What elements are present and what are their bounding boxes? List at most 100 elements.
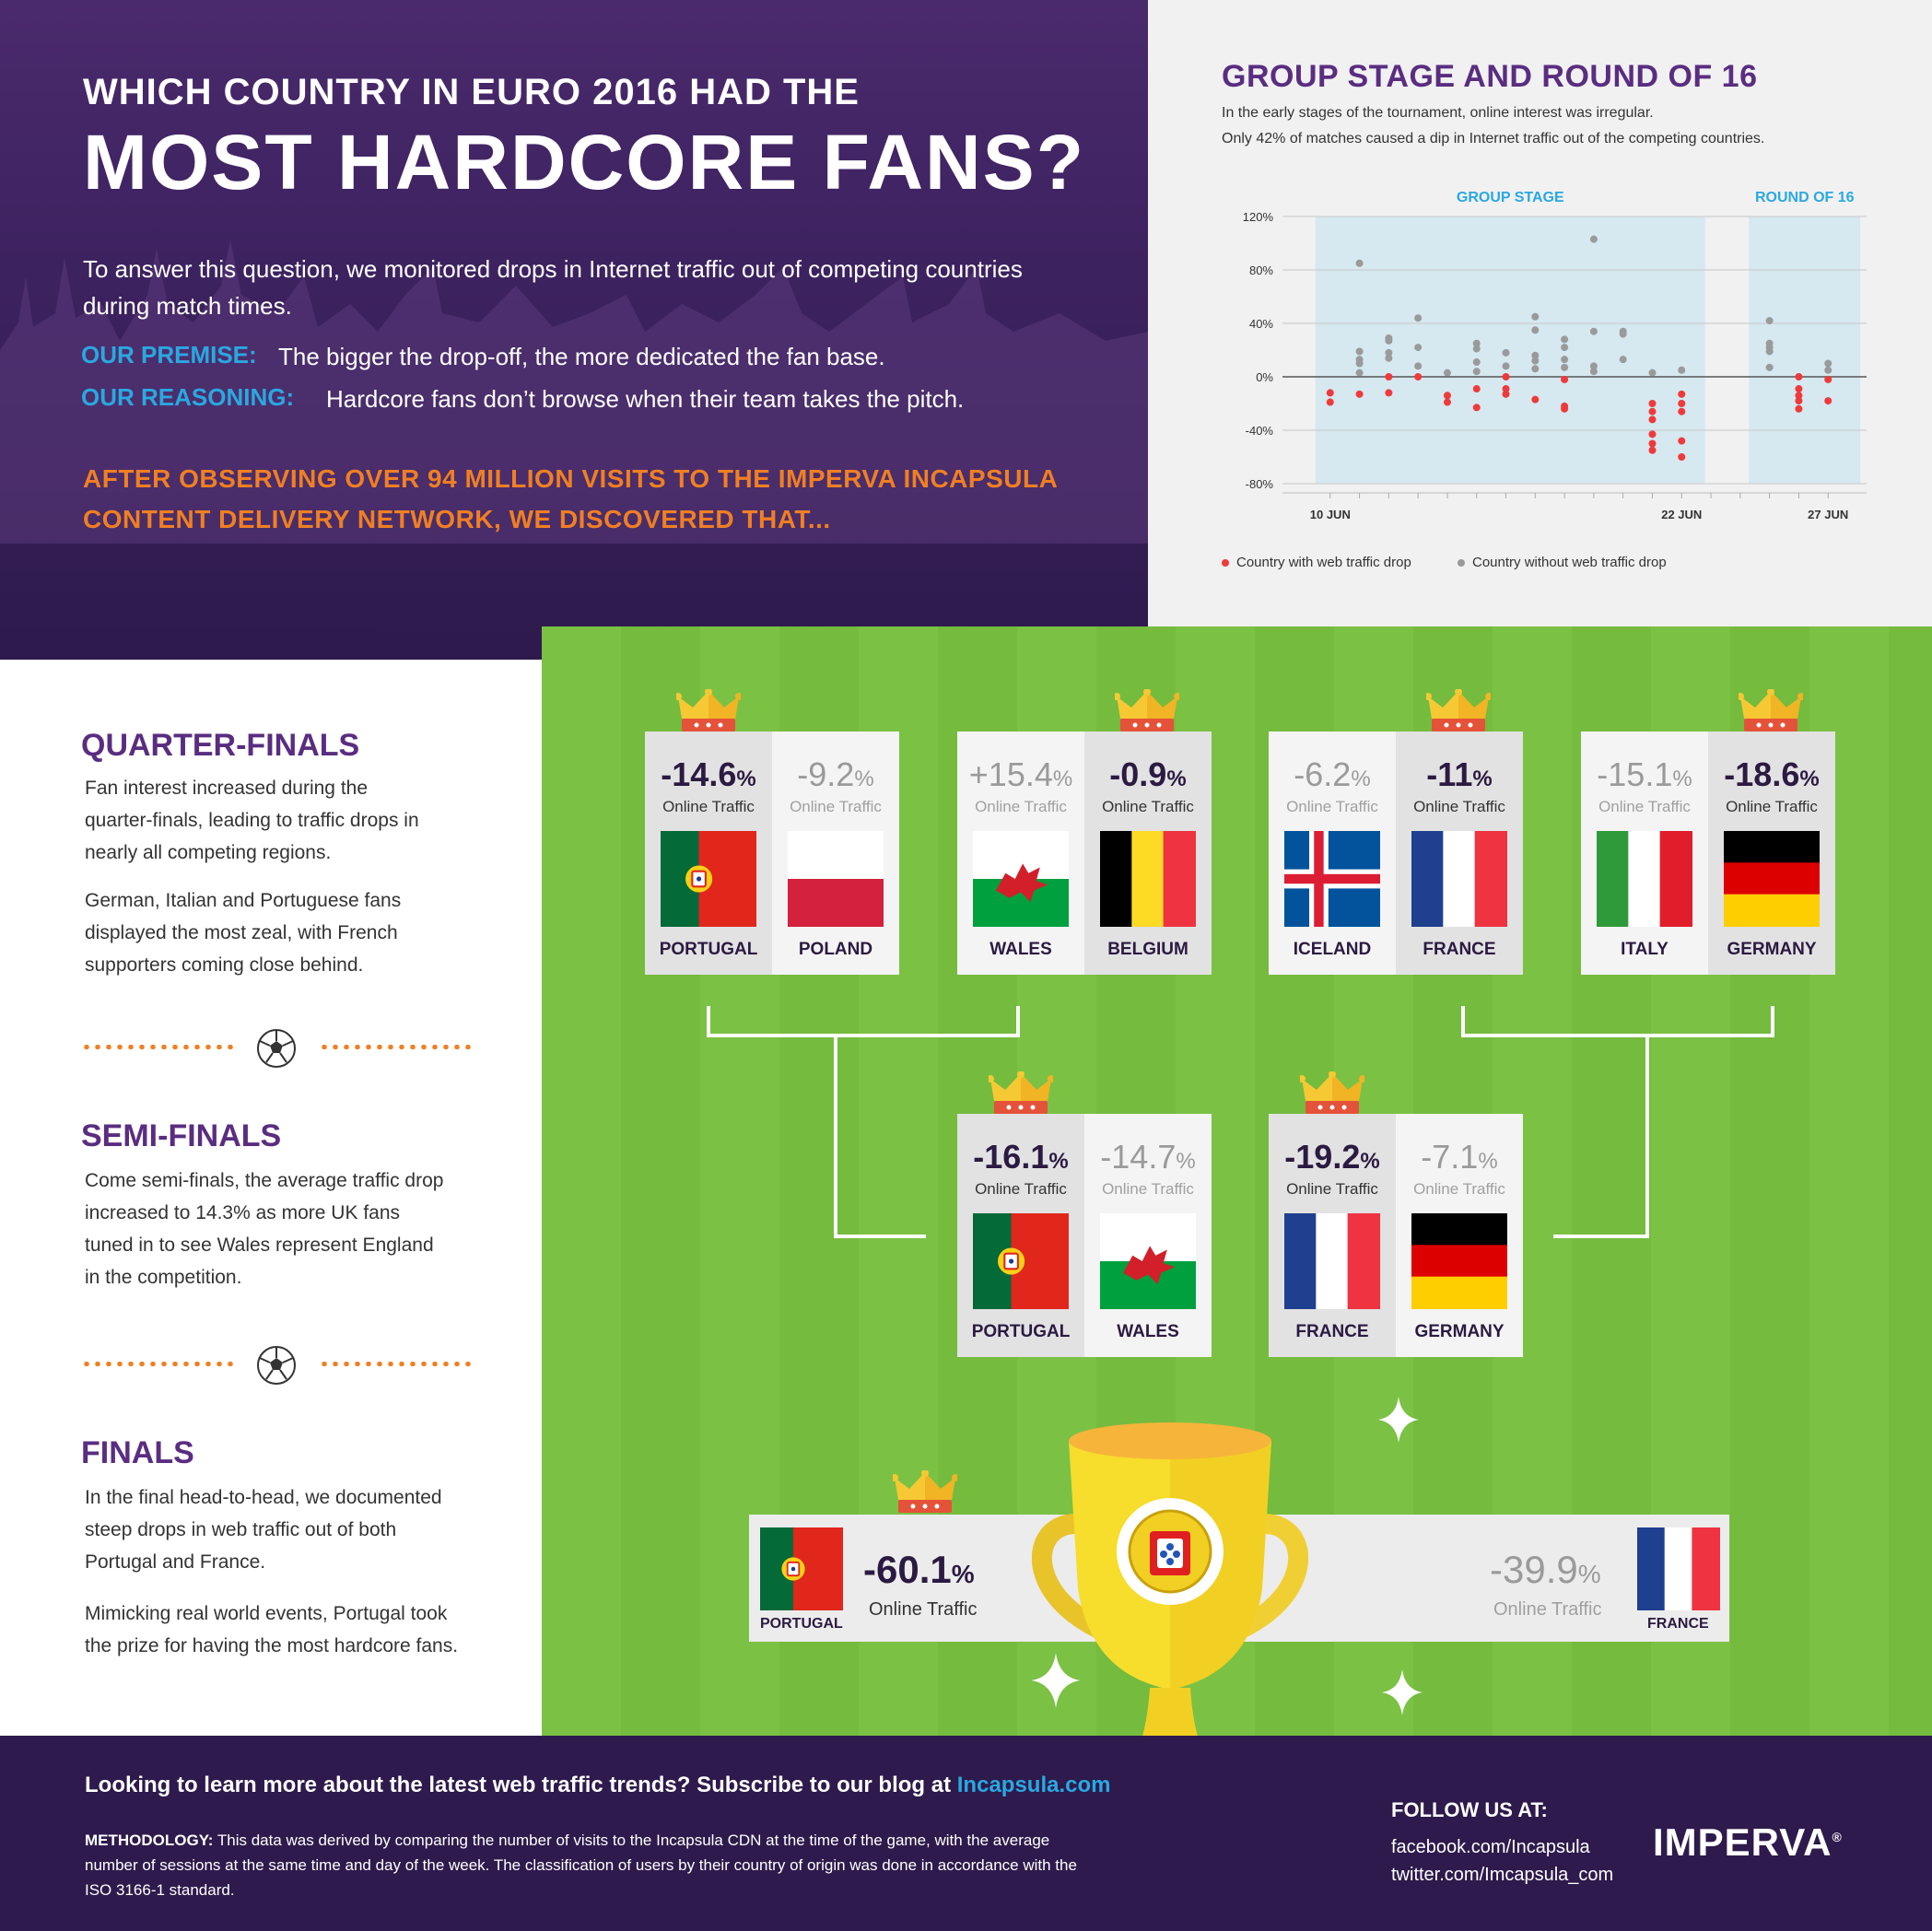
semi-finals-heading: SEMI-FINALS bbox=[81, 1118, 282, 1153]
percent-sign: % bbox=[854, 767, 874, 791]
chart-region-label: GROUP STAGE bbox=[1457, 190, 1564, 205]
traffic-value: -16.1% bbox=[957, 1138, 1084, 1176]
data-point-drop bbox=[1443, 398, 1451, 406]
percent-sign: % bbox=[1577, 1560, 1601, 1588]
percent-sign: % bbox=[1472, 767, 1493, 791]
data-point-no-drop bbox=[1589, 327, 1598, 335]
percent-sign: % bbox=[1176, 1149, 1196, 1174]
legend-no-drop-label: Country without web traffic drop bbox=[1472, 555, 1667, 570]
soccer-ball-icon bbox=[257, 1029, 296, 1068]
title-main: MOST HARDCORE FANS? bbox=[83, 119, 1085, 205]
data-point-no-drop bbox=[1765, 347, 1774, 356]
traffic-number: -7.1 bbox=[1421, 1138, 1479, 1176]
data-point-no-drop bbox=[1824, 359, 1832, 368]
divider-dots bbox=[319, 1045, 475, 1049]
logo-text: IMPERVA bbox=[1653, 1820, 1832, 1864]
data-point-no-drop bbox=[1414, 344, 1423, 352]
team-card-wales: -14.7% Online Traffic WALES bbox=[1084, 1114, 1212, 1357]
data-point-no-drop bbox=[1531, 365, 1540, 373]
qf-match-2: +15.4% Online Traffic WALES -0.9% Online… bbox=[957, 731, 1212, 975]
final-team-b-name: FRANCE bbox=[1647, 1616, 1709, 1632]
data-point-drop bbox=[1472, 404, 1481, 412]
premise-text: The bigger the drop-off, the more dedica… bbox=[278, 343, 885, 370]
data-point-no-drop bbox=[1561, 344, 1569, 352]
traffic-number: -15.1 bbox=[1597, 755, 1673, 793]
banner-notch bbox=[0, 626, 378, 660]
online-traffic-label: Online Traffic bbox=[1598, 798, 1691, 815]
team-card-germany: -18.6% Online Traffic GERMANY bbox=[1708, 731, 1835, 975]
team-name: GERMANY bbox=[1727, 940, 1817, 959]
data-point-drop bbox=[1795, 397, 1803, 405]
legend-no-drop: Country without web traffic drop bbox=[1458, 555, 1667, 570]
data-point-no-drop bbox=[1561, 335, 1569, 344]
percent-sign: % bbox=[1799, 767, 1820, 791]
quarter-finals-text-2: German, Italian and Portuguese fans disp… bbox=[85, 884, 490, 981]
data-point-drop bbox=[1648, 430, 1657, 439]
online-traffic-label: Online Traffic bbox=[1493, 1599, 1602, 1620]
data-point-no-drop bbox=[1472, 345, 1481, 353]
traffic-number: -9.2 bbox=[797, 755, 855, 793]
data-point-no-drop bbox=[1589, 235, 1598, 243]
percent-sign: % bbox=[951, 1560, 975, 1588]
france-flag-icon bbox=[1284, 1213, 1380, 1309]
data-point-no-drop bbox=[1355, 369, 1364, 377]
traffic-number: -0.9 bbox=[1109, 755, 1167, 793]
data-point-no-drop bbox=[1531, 351, 1540, 359]
traffic-value: -19.2% bbox=[1269, 1138, 1396, 1176]
france-flag-icon bbox=[1637, 1527, 1720, 1610]
online-traffic-label: Online Traffic bbox=[1102, 1180, 1194, 1198]
twitter-link[interactable]: twitter.com/Imcapsula_com bbox=[1391, 1865, 1614, 1885]
online-traffic-label: Online Traffic bbox=[975, 1180, 1067, 1198]
quarter-finals-heading: QUARTER-FINALS bbox=[81, 728, 360, 763]
traffic-number: -6.2 bbox=[1294, 755, 1352, 793]
online-traffic-label: Online Traffic bbox=[1102, 798, 1194, 815]
soccer-ball-icon bbox=[257, 1346, 296, 1385]
conclusion-line-1: AFTER OBSERVING OVER 94 MILLION VISITS T… bbox=[83, 464, 1059, 493]
data-point-no-drop bbox=[1648, 369, 1657, 377]
team-name: FRANCE bbox=[1423, 940, 1496, 959]
group-stage-chart-panel: GROUP STAGE AND ROUND OF 16 In the early… bbox=[1148, 0, 1932, 626]
traffic-value: -9.2% bbox=[772, 755, 899, 794]
data-point-drop bbox=[1824, 375, 1832, 383]
sparkle-icon bbox=[1378, 1397, 1419, 1443]
incapsula-link[interactable]: Incapsula.com bbox=[956, 1773, 1111, 1797]
team-card-belgium: -0.9% Online Traffic BELGIUM bbox=[1084, 731, 1212, 975]
methodology-note: METHODOLOGY: This data was derived by co… bbox=[85, 1828, 1080, 1902]
data-point-no-drop bbox=[1502, 362, 1510, 370]
italy-flag-icon bbox=[1597, 831, 1692, 927]
legend-drop: Country with web traffic drop bbox=[1222, 555, 1411, 570]
traffic-value: -14.6% bbox=[645, 755, 772, 794]
facebook-link[interactable]: facebook.com/Incapsula bbox=[1391, 1837, 1590, 1857]
legend-drop-marker bbox=[1222, 558, 1229, 567]
crown-icon bbox=[987, 1071, 1055, 1122]
bracket-line bbox=[707, 1006, 1020, 1037]
data-point-drop bbox=[1502, 390, 1510, 398]
text-line: quarter-finals, leading to traffic drops… bbox=[85, 810, 419, 831]
quarter-finals-text-1: Fan interest increased during the quarte… bbox=[85, 772, 490, 869]
team-card-portugal: -16.1% Online Traffic PORTUGAL bbox=[957, 1114, 1084, 1357]
chart-y-tick-label: -80% bbox=[1246, 477, 1274, 491]
legend-drop-label: Country with web traffic drop bbox=[1236, 555, 1411, 570]
crowd-silhouette-image bbox=[0, 240, 1148, 544]
iceland-flag-icon bbox=[1284, 831, 1380, 927]
team-name: WALES bbox=[989, 940, 1052, 959]
crown-icon bbox=[891, 1469, 959, 1521]
team-name: WALES bbox=[1117, 1322, 1179, 1341]
qf-match-3: -6.2% Online Traffic ICELAND -11% Online… bbox=[1269, 731, 1523, 975]
team-card-poland: -9.2% Online Traffic POLAND bbox=[772, 731, 899, 975]
crown-icon bbox=[1113, 688, 1181, 740]
text-line: Come semi-finals, the average traffic dr… bbox=[85, 1170, 444, 1191]
chart-x-tick-label: 10 JUN bbox=[1310, 508, 1351, 521]
traffic-value: -0.9% bbox=[1084, 755, 1212, 794]
chart-region-band bbox=[1315, 217, 1705, 484]
section-divider bbox=[81, 1028, 477, 1068]
data-point-no-drop bbox=[1355, 347, 1364, 356]
chart-title: GROUP STAGE AND ROUND OF 16 bbox=[1222, 59, 1758, 94]
team-card-germany: -7.1% Online Traffic GERMANY bbox=[1396, 1114, 1523, 1357]
data-point-no-drop bbox=[1531, 326, 1540, 334]
data-point-drop bbox=[1385, 389, 1393, 397]
methodology-text: This data was derived by comparing the n… bbox=[85, 1832, 1077, 1899]
final-team-a-value: -60.1% bbox=[863, 1548, 975, 1592]
chart-region-label: ROUND OF 16 bbox=[1755, 190, 1855, 205]
data-point-drop bbox=[1355, 390, 1364, 398]
